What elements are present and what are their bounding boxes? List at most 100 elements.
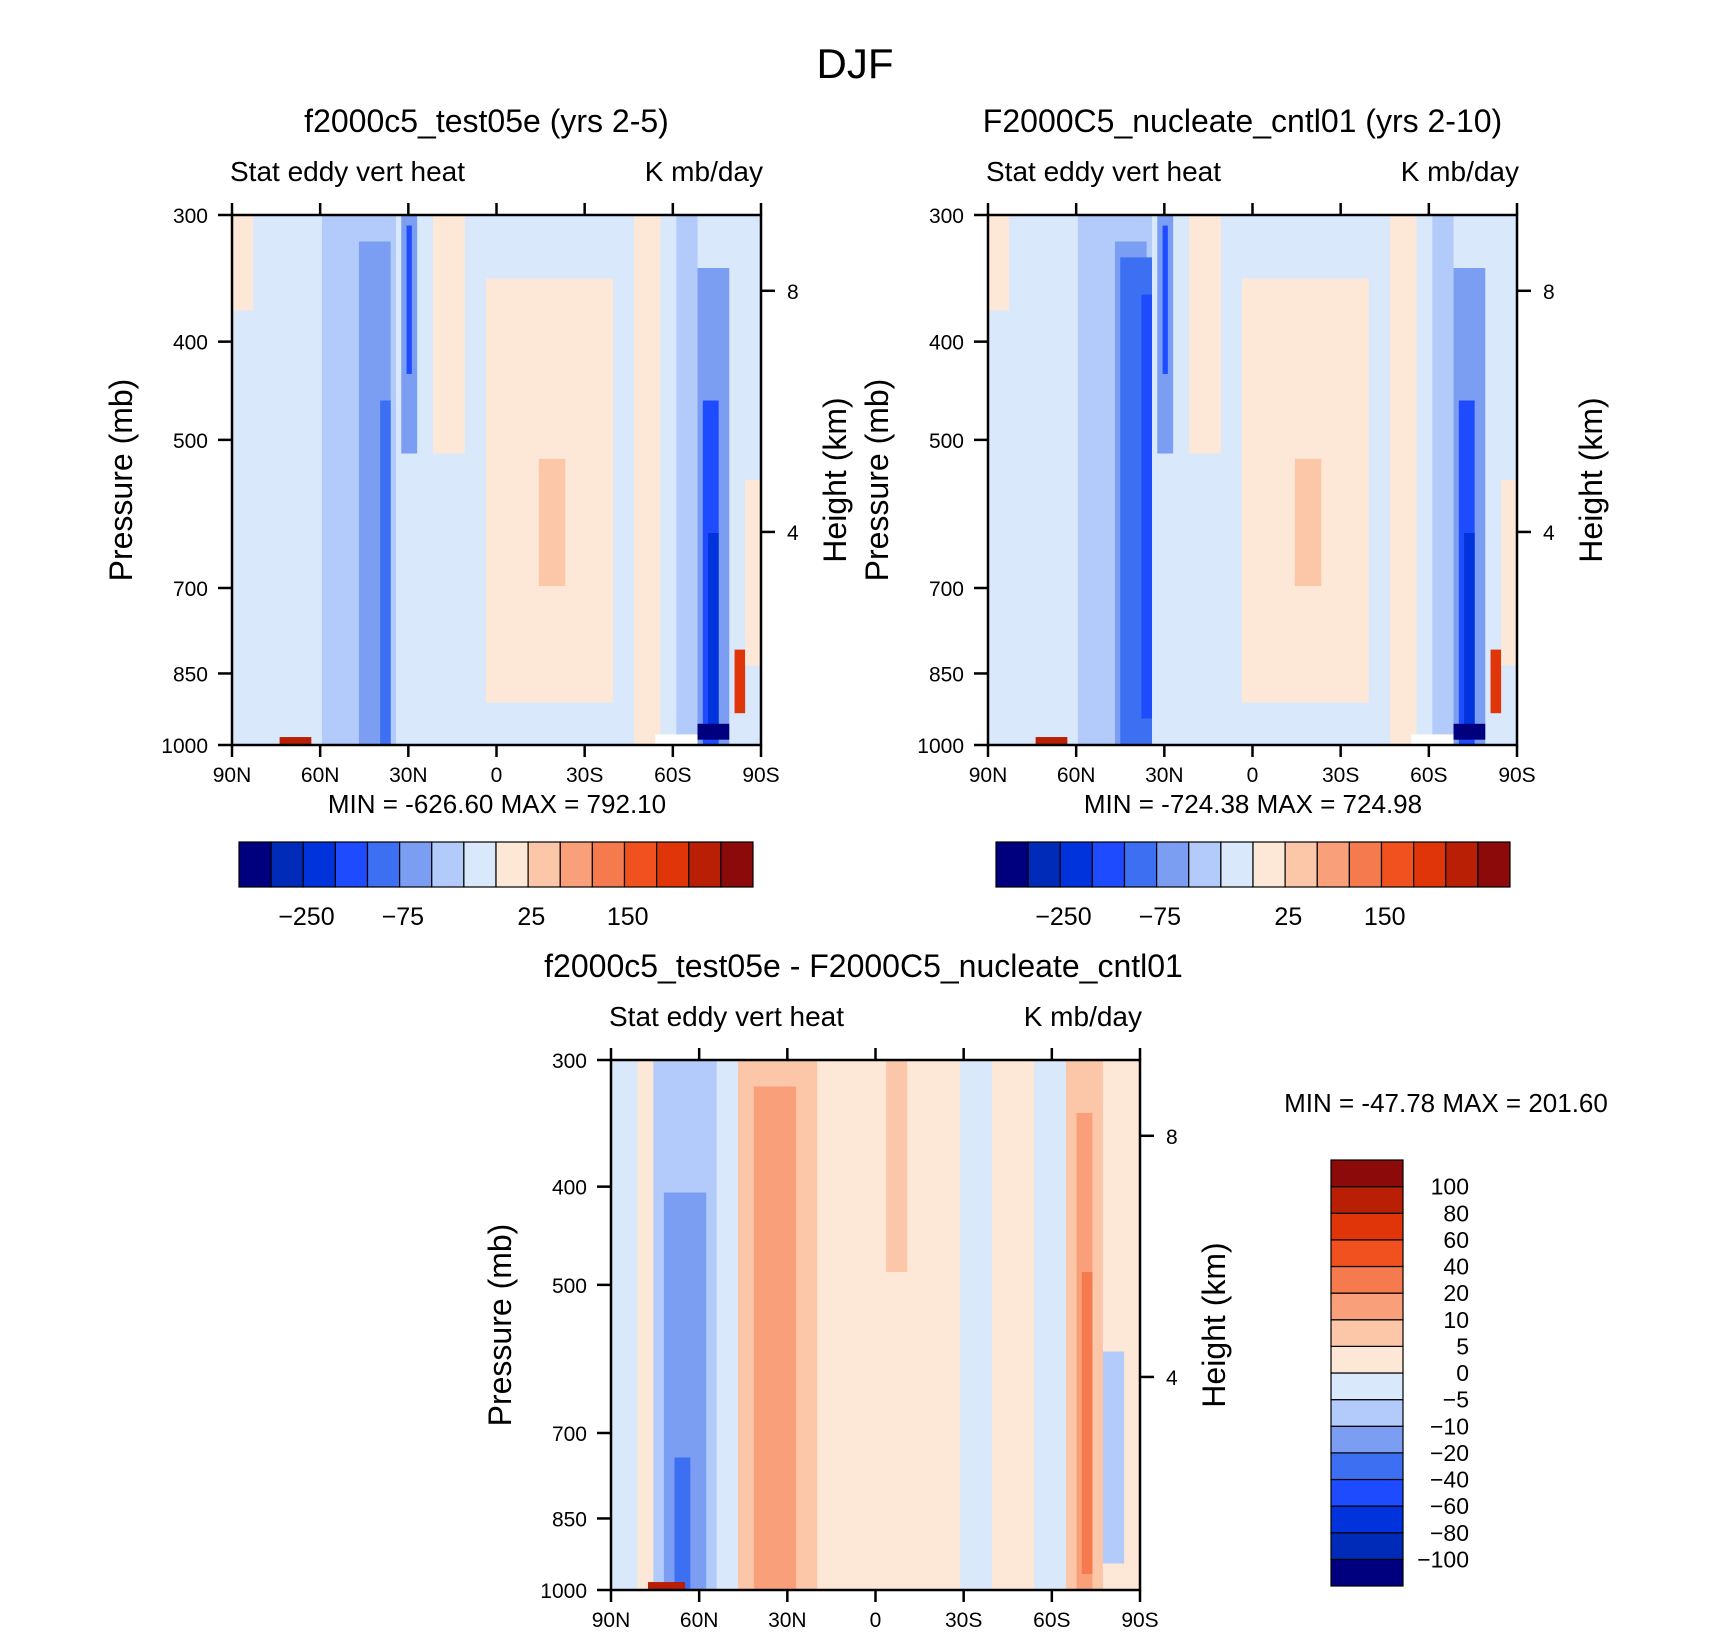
subtitle-left: Stat eddy vert heat	[609, 1001, 844, 1032]
subtitle-left: Stat eddy vert heat	[986, 156, 1221, 187]
band-red-surface	[648, 1582, 686, 1590]
colorbar-swatch	[1220, 841, 1254, 888]
colorbar-label: −75	[1139, 903, 1181, 931]
y-tick-label: 850	[173, 663, 208, 686]
y-right-tick-label: 8	[787, 281, 799, 304]
band-warm-strip-1	[1189, 215, 1221, 454]
panel-top-right: F2000C5_nucleate_cntl01 (yrs 2-10) Stat e…	[859, 103, 1609, 931]
x-tick-label: 0	[491, 764, 503, 787]
colorbar-label: 20	[1443, 1280, 1469, 1306]
colorbar-swatch	[527, 841, 561, 888]
band-warm-south	[634, 215, 661, 745]
colorbar-swatch	[559, 841, 593, 888]
colorbar-swatch	[495, 841, 529, 888]
band-strong-blue-right	[1141, 294, 1152, 719]
colorbar-swatch	[1477, 841, 1511, 888]
colorbar-label: −100	[1417, 1546, 1469, 1572]
x-tick-label: 30S	[566, 764, 603, 787]
colorbar-label: 100	[1431, 1174, 1469, 1200]
colorbar-label: −75	[382, 903, 424, 931]
y-tick-label: 700	[173, 578, 208, 601]
y-tick-label: 850	[552, 1508, 587, 1531]
colorbar-swatch	[1027, 841, 1061, 888]
contour-field	[988, 215, 1517, 745]
y-right-tick-label: 4	[1166, 1367, 1178, 1390]
colorbar-swatch	[1330, 1372, 1404, 1401]
band-blue-south-deep	[1464, 533, 1475, 735]
x-tick-label: 60S	[654, 764, 691, 787]
colorbar-swatch	[1284, 841, 1318, 888]
colorbar-label: 80	[1443, 1200, 1469, 1226]
x-tick-label: 30S	[1322, 764, 1359, 787]
colorbar-label: 5	[1456, 1333, 1469, 1359]
colorbar-swatch	[1330, 1186, 1404, 1214]
colorbar-swatch	[1380, 841, 1415, 888]
band-missing-surface	[655, 734, 698, 745]
colorbar-swatch	[1316, 841, 1350, 888]
band-pale-blue-south	[1432, 215, 1454, 745]
colorbar-swatch	[1330, 1159, 1404, 1188]
colorbar-swatch	[1330, 1505, 1404, 1534]
y-tick-label: 500	[552, 1275, 587, 1298]
y-right-tick-label: 8	[1166, 1126, 1178, 1149]
panel-bottom-diff: f2000c5_test05e - F2000C5_nucleate_cntl0…	[482, 948, 1608, 1632]
band-jet-core	[406, 225, 412, 374]
y-tick-label: 850	[929, 663, 964, 686]
x-tick-label: 90S	[1121, 1609, 1158, 1632]
y-tick-label: 400	[929, 332, 964, 355]
band-warm-south	[1390, 215, 1417, 745]
colorbar-label: 0	[1456, 1360, 1469, 1386]
y-axis-label-right: Height (km)	[1196, 1242, 1232, 1407]
band-warm-light	[822, 1060, 844, 1590]
band-pale-blue-3	[960, 1060, 992, 1590]
band-light-warm-west	[988, 215, 1010, 311]
colorbar-swatch	[1059, 841, 1093, 888]
x-tick-label: 0	[870, 1609, 882, 1632]
band-navy-surface	[1453, 723, 1486, 740]
x-tick-label: 90S	[1498, 764, 1535, 787]
colorbar-label: −10	[1430, 1413, 1469, 1439]
x-tick-label: 90S	[742, 764, 779, 787]
band-deep-blue	[674, 1457, 691, 1590]
colorbar-swatch	[1091, 841, 1126, 888]
band-red-surface-nh	[1035, 737, 1068, 745]
colorbar-swatch	[1330, 1239, 1404, 1268]
colorbar-swatch	[270, 841, 304, 888]
band-light-warm-west	[232, 215, 254, 311]
y-tick-label: 500	[173, 430, 208, 453]
band-warm-core	[538, 458, 566, 586]
band-red-south	[1081, 1272, 1093, 1575]
band-warm-strip-1	[433, 215, 465, 454]
colorbar-label: −80	[1430, 1520, 1469, 1546]
y-right-tick-label: 4	[1543, 522, 1555, 545]
y-tick-label: 300	[929, 205, 964, 228]
subtitle-right: K mb/day	[1024, 1001, 1142, 1032]
colorbar-swatch	[1188, 841, 1222, 888]
colorbar-swatch	[1445, 841, 1479, 888]
min-max-label: MIN = -626.60 MAX = 792.10	[328, 789, 666, 819]
y-tick-label: 500	[929, 430, 964, 453]
min-max-label: MIN = -724.38 MAX = 724.98	[1084, 789, 1422, 819]
colorbar-swatch	[1330, 1399, 1404, 1427]
band-pale-blue-2	[716, 1060, 738, 1590]
colorbar-swatch	[1330, 1425, 1404, 1454]
colorbar-label: 25	[517, 903, 545, 931]
colorbar-swatch	[1123, 841, 1158, 888]
band-navy-surface	[697, 723, 730, 740]
colorbar-swatch	[1330, 1345, 1404, 1374]
band-warm-core	[1294, 458, 1322, 586]
colorbar-swatch	[1330, 1265, 1404, 1294]
y-tick-label: 1000	[161, 735, 208, 758]
subtitle-right: K mb/day	[645, 156, 763, 187]
colorbar-swatch	[623, 841, 658, 888]
colorbar-label: −60	[1430, 1493, 1469, 1519]
colorbar-swatch	[302, 841, 336, 888]
y-tick-label: 400	[552, 1177, 587, 1200]
y-tick-label: 400	[173, 332, 208, 355]
y-tick-label: 700	[552, 1423, 587, 1446]
y-axis-label: Pressure (mb)	[859, 379, 895, 582]
y-axis-label-right: Height (km)	[1573, 397, 1609, 562]
colorbar-swatch	[1330, 1532, 1404, 1560]
x-tick-label: 60S	[1033, 1609, 1070, 1632]
band-pale-blue-4	[1034, 1060, 1066, 1590]
